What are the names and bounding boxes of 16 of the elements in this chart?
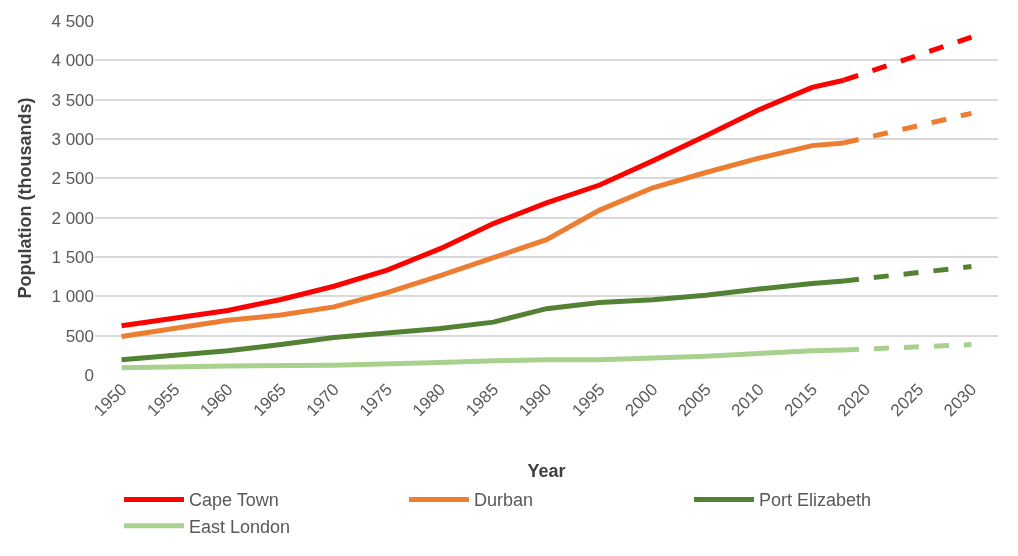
y-tick-label: 1 000 [51,287,94,307]
y-tick-label: 3 000 [51,129,94,149]
legend-label: Port Elizabeth [759,490,872,511]
legend-label: Cape Town [189,490,279,511]
y-tick-label: 1 500 [51,247,94,267]
y-tick-label: 4 000 [51,51,94,71]
y-tick-label: 2 500 [51,169,94,189]
legend-label: East London [189,516,291,537]
y-tick-label: 0 [84,365,94,385]
y-tick-label: 2 000 [51,208,94,228]
x-axis-title: Year [527,461,566,482]
legend-label: Durban [474,490,534,511]
y-tick-label: 4 500 [51,11,94,31]
y-axis-title: Population (thousands) [14,97,35,299]
y-tick-label: 3 500 [51,90,94,110]
y-tick-label: 500 [65,326,94,346]
